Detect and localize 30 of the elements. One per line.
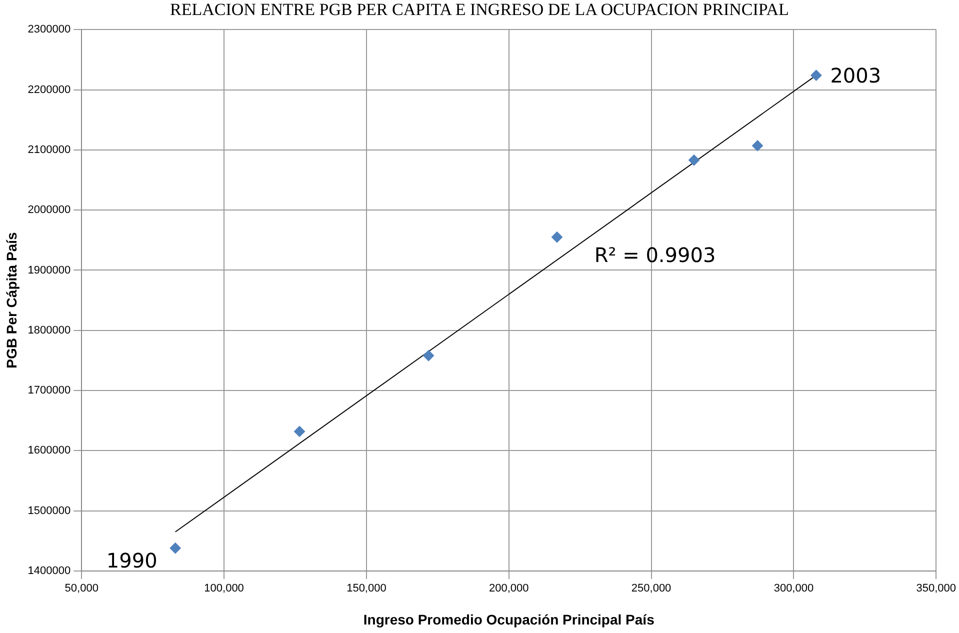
y-tick-label: 2200000 xyxy=(28,84,71,96)
y-tick-label: 2100000 xyxy=(28,144,71,156)
x-tick-label: 100,000 xyxy=(204,582,244,595)
point xyxy=(423,350,434,362)
y-tick-label: 1400000 xyxy=(28,565,71,578)
point xyxy=(294,426,306,437)
annotation: 1990 xyxy=(106,548,158,572)
x-tick-label: 200,000 xyxy=(488,582,529,595)
y-tick-label: 1900000 xyxy=(28,264,71,276)
annotation: 2003 xyxy=(830,64,882,88)
point xyxy=(170,542,181,554)
annotation: R² = 0.9903 xyxy=(594,243,716,268)
point xyxy=(688,154,700,166)
y-tick-label: 2000000 xyxy=(28,204,71,216)
x-tick-label: 250,000 xyxy=(631,582,672,595)
x-tick-label: 150,000 xyxy=(346,582,386,595)
y-tick-label: 1800000 xyxy=(28,324,71,336)
y-tick-label: 1700000 xyxy=(28,384,71,397)
x-tick-label: 350,000 xyxy=(916,582,956,595)
y-tick-label: 1600000 xyxy=(28,444,71,457)
x-tick-label: 300,000 xyxy=(774,582,814,595)
x-axis-title: Ingreso Promedio Ocupación Principal País xyxy=(363,611,655,628)
x-tick-label: 50,000 xyxy=(64,582,98,595)
point xyxy=(810,70,822,81)
chart-title: RELACION ENTRE PGB PER CAPITA E INGRESO DE LA OCUPACION PRINCIPAL xyxy=(169,0,790,20)
y-tick-label: 1500000 xyxy=(28,504,71,517)
point xyxy=(552,232,563,243)
point xyxy=(752,140,764,152)
y-axis-title: PGB Per Cápita País xyxy=(3,232,20,368)
y-tick-label: 2300000 xyxy=(28,24,71,36)
